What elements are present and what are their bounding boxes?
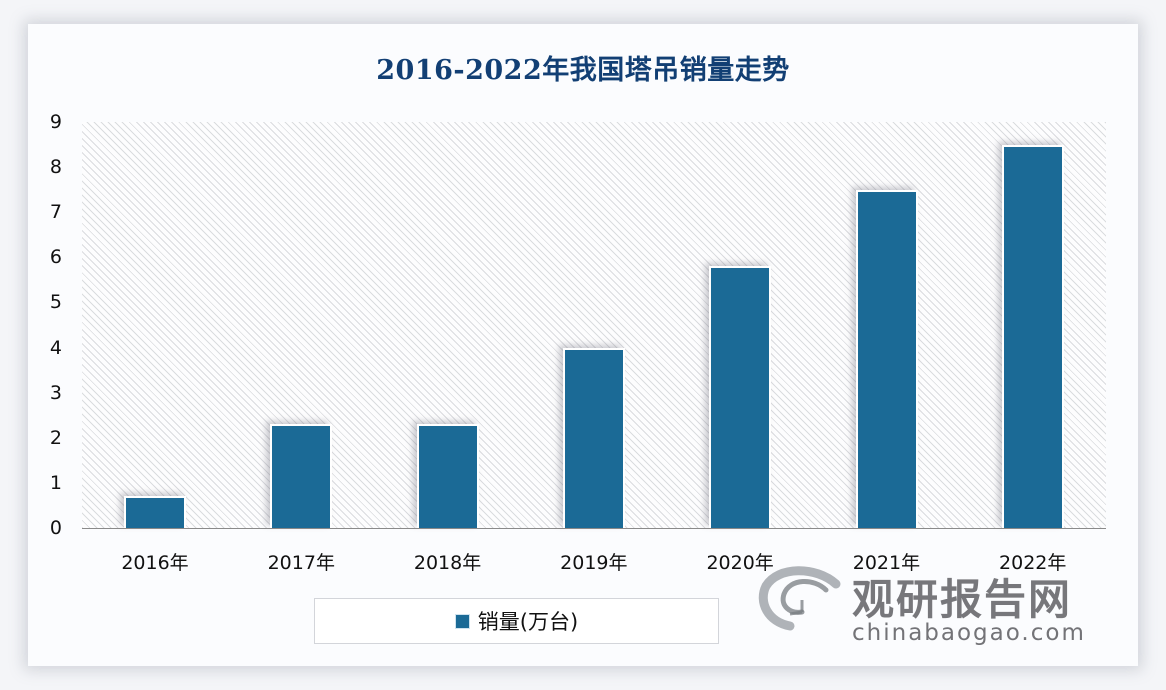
plot-area bbox=[82, 122, 1106, 528]
y-tick-label: 8 bbox=[49, 156, 62, 179]
bar-2020年 bbox=[709, 266, 772, 528]
y-tick-label: 7 bbox=[49, 201, 62, 224]
y-tick-label: 1 bbox=[49, 471, 62, 494]
chart-title: 2016-2022年我国塔吊销量走势 bbox=[376, 55, 790, 86]
bar-2022年 bbox=[1001, 144, 1064, 528]
y-tick-label: 5 bbox=[49, 291, 62, 314]
bar-2017年 bbox=[270, 424, 333, 528]
y-tick-label: 2 bbox=[49, 426, 62, 449]
y-tick-label: 9 bbox=[49, 111, 62, 133]
x-tick-label: 2020年 bbox=[706, 552, 774, 574]
bar-2021年 bbox=[855, 189, 918, 528]
x-tick-label: 2017年 bbox=[267, 552, 335, 574]
x-tick-label: 2018年 bbox=[413, 552, 482, 574]
watermark-url: chinabaogao.com bbox=[852, 620, 1086, 646]
y-tick-label: 4 bbox=[49, 336, 62, 359]
x-tick-label: 2021年 bbox=[852, 552, 921, 574]
y-tick-label: 3 bbox=[49, 381, 62, 404]
watermark: 观研报告网 chinabaogao.com bbox=[756, 564, 1084, 654]
x-axis-line bbox=[82, 528, 1106, 529]
watermark-brand: 观研报告网 bbox=[852, 575, 1073, 624]
bar-2019年 bbox=[563, 347, 625, 528]
legend: 销量(万台) bbox=[314, 598, 719, 644]
legend-label: 销量(万台) bbox=[477, 610, 579, 634]
chart-panel: 2016-2022年我国塔吊销量走势 0 1 2 3 4 5 6 7 8 9 2016年 2017年… bbox=[28, 24, 1138, 666]
y-tick-label: 6 bbox=[49, 246, 62, 269]
y-tick-label: 0 bbox=[49, 517, 62, 539]
bar-2016年 bbox=[124, 496, 187, 528]
x-tick-label: 2019年 bbox=[560, 552, 628, 574]
legend-swatch-icon bbox=[454, 613, 470, 629]
x-tick-label: 2016年 bbox=[121, 552, 189, 574]
x-tick-label: 2022年 bbox=[999, 552, 1067, 574]
bar-2018年 bbox=[416, 424, 479, 528]
